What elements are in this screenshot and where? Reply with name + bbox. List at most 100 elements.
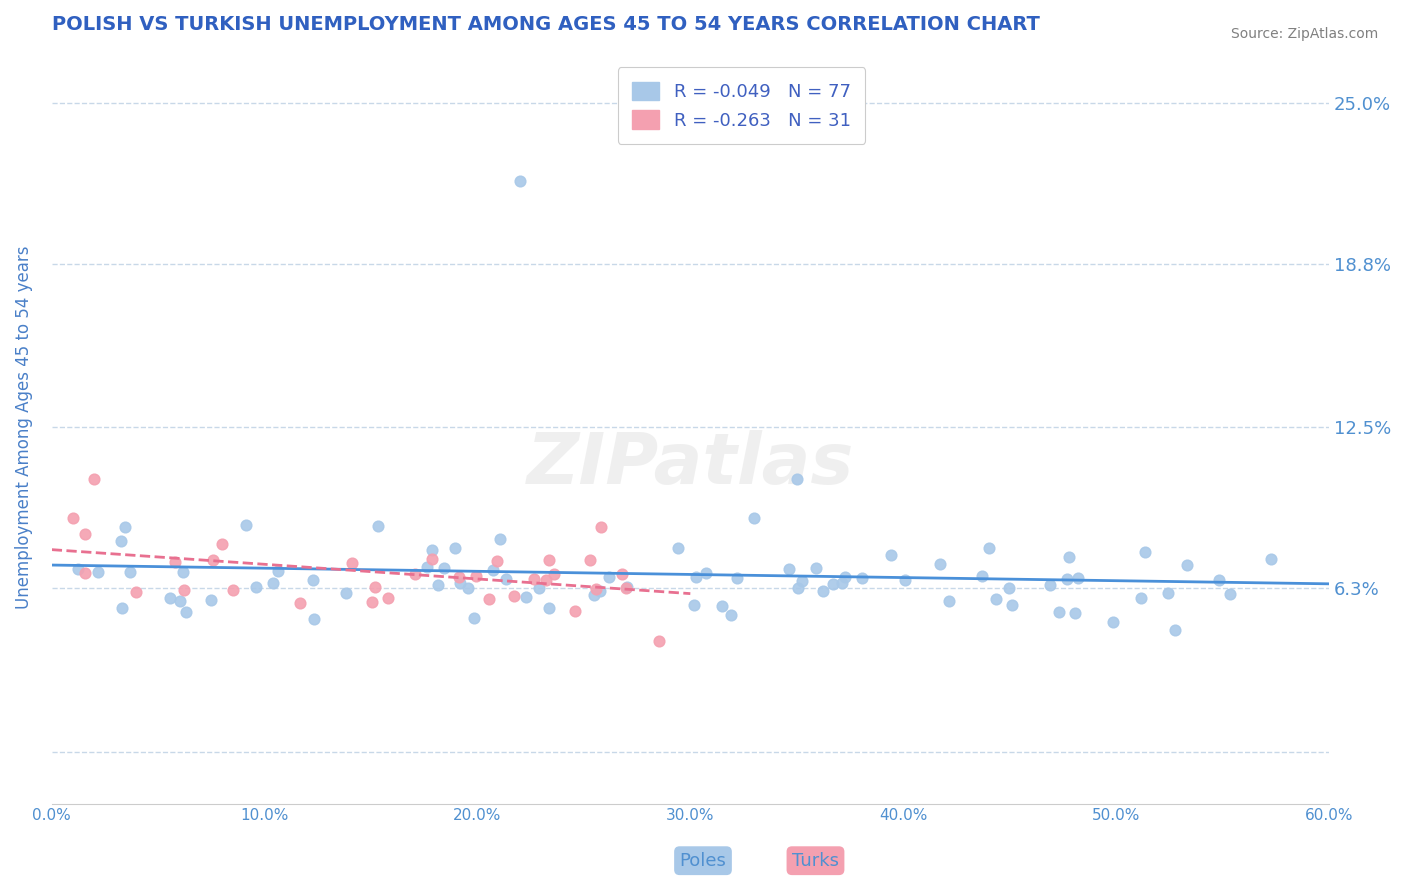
Point	[304, 612, 326, 626]
Text: Turks: Turks	[792, 852, 839, 870]
Point	[1056, 573, 1078, 587]
Point	[725, 571, 748, 585]
Point	[598, 569, 620, 583]
Point	[1059, 550, 1081, 565]
Point	[172, 565, 194, 579]
Point	[666, 541, 689, 556]
Point	[262, 576, 284, 591]
Point	[806, 561, 828, 575]
Point	[495, 572, 517, 586]
Point	[488, 532, 510, 546]
Point	[578, 553, 600, 567]
Point	[1001, 598, 1024, 612]
Point	[1047, 605, 1070, 619]
Point	[245, 580, 267, 594]
Point	[1175, 558, 1198, 572]
Y-axis label: Unemployment Among Ages 45 to 54 years: Unemployment Among Ages 45 to 54 years	[15, 245, 32, 609]
Point	[200, 593, 222, 607]
Point	[367, 519, 389, 533]
Point	[534, 573, 557, 587]
Point	[83, 472, 105, 486]
Point	[811, 583, 834, 598]
Text: POLISH VS TURKISH UNEMPLOYMENT AMONG AGES 45 TO 54 YEARS CORRELATION CHART: POLISH VS TURKISH UNEMPLOYMENT AMONG AGE…	[52, 15, 1039, 34]
Point	[416, 560, 439, 574]
Point	[404, 566, 426, 581]
Point	[509, 173, 531, 187]
Point	[523, 572, 546, 586]
Point	[1135, 545, 1157, 559]
Point	[211, 537, 233, 551]
Point	[880, 548, 903, 562]
Legend: R = -0.049   N = 77, R = -0.263   N = 31: R = -0.049 N = 77, R = -0.263 N = 31	[617, 68, 865, 144]
Point	[364, 580, 387, 594]
Point	[970, 568, 993, 582]
Point	[616, 580, 638, 594]
Point	[695, 566, 717, 580]
Point	[612, 566, 634, 581]
Point	[502, 589, 524, 603]
Point	[464, 568, 486, 582]
Point	[169, 594, 191, 608]
Point	[66, 562, 89, 576]
Point	[851, 571, 873, 585]
Text: ZIPatlas: ZIPatlas	[527, 430, 853, 500]
Point	[893, 573, 915, 587]
Point	[588, 584, 610, 599]
Point	[984, 591, 1007, 606]
Point	[585, 582, 607, 596]
Point	[420, 543, 443, 558]
Point	[124, 584, 146, 599]
Point	[176, 605, 198, 619]
Text: Source: ZipAtlas.com: Source: ZipAtlas.com	[1230, 27, 1378, 41]
Point	[110, 601, 132, 615]
Point	[335, 586, 357, 600]
Point	[538, 553, 561, 567]
Point	[583, 588, 606, 602]
Point	[62, 511, 84, 525]
Point	[482, 563, 505, 577]
Point	[821, 576, 844, 591]
Point	[1064, 606, 1087, 620]
Point	[1219, 586, 1241, 600]
Point	[360, 595, 382, 609]
Point	[201, 552, 224, 566]
Point	[447, 569, 470, 583]
Point	[834, 569, 856, 583]
Point	[1101, 615, 1123, 630]
Point	[1067, 571, 1090, 585]
Point	[87, 565, 110, 579]
Point	[377, 591, 399, 605]
Point	[589, 520, 612, 534]
Text: Poles: Poles	[679, 852, 727, 870]
Point	[977, 541, 1000, 556]
Point	[831, 575, 853, 590]
Point	[1164, 623, 1187, 637]
Point	[683, 599, 706, 613]
Point	[1260, 552, 1282, 566]
Point	[1157, 586, 1180, 600]
Point	[457, 581, 479, 595]
Point	[614, 581, 637, 595]
Point	[75, 527, 97, 541]
Point	[302, 574, 325, 588]
Point	[938, 594, 960, 608]
Point	[288, 596, 311, 610]
Point	[485, 554, 508, 568]
Point	[163, 555, 186, 569]
Point	[543, 566, 565, 581]
Point	[786, 472, 808, 486]
Point	[235, 518, 257, 533]
Point	[478, 591, 501, 606]
Point	[515, 591, 537, 605]
Point	[449, 576, 471, 591]
Point	[792, 574, 814, 589]
Point	[998, 581, 1021, 595]
Point	[110, 534, 132, 549]
Point	[564, 604, 586, 618]
Point	[114, 519, 136, 533]
Point	[444, 541, 467, 555]
Point	[463, 611, 485, 625]
Point	[538, 600, 561, 615]
Point	[420, 552, 443, 566]
Point	[173, 582, 195, 597]
